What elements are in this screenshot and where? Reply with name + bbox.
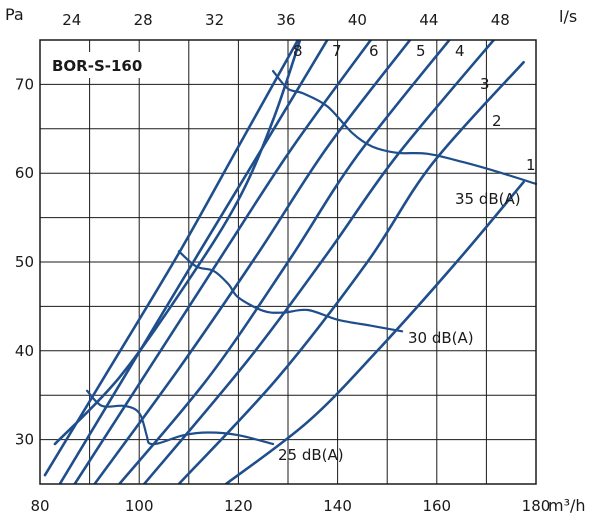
plot-frame bbox=[39, 39, 537, 485]
x-top-tick-label: 40 bbox=[348, 11, 367, 29]
x-tick-label: 120 bbox=[224, 497, 253, 515]
x-top-unit-label: l/s bbox=[559, 7, 577, 26]
x-top-tick-label: 24 bbox=[62, 11, 81, 29]
y-tick-label: 40 bbox=[15, 342, 34, 360]
curve-number-label: 1 bbox=[526, 156, 536, 174]
db-annotation: 25 dB(A) bbox=[278, 446, 344, 464]
y-tick-label: 50 bbox=[15, 253, 34, 271]
curve-number-label: 7 bbox=[332, 42, 342, 60]
curve-layer bbox=[43, 40, 525, 484]
curve-number-label: 2 bbox=[492, 112, 502, 130]
curve-3 bbox=[142, 40, 496, 484]
curve-number-label: 8 bbox=[293, 42, 303, 60]
curve-8 bbox=[43, 40, 300, 477]
y-unit-label: Pa bbox=[5, 5, 24, 24]
chart-title: BOR-S-160 bbox=[52, 57, 142, 75]
y-tick-label: 60 bbox=[15, 164, 34, 182]
x-tick-label: 80 bbox=[30, 497, 49, 515]
x-top-tick-label: 28 bbox=[134, 11, 153, 29]
noise-curve bbox=[272, 70, 538, 185]
curve-4 bbox=[118, 40, 452, 484]
db-annotation: 30 dB(A) bbox=[408, 329, 474, 347]
title-box bbox=[46, 52, 158, 78]
noise-layer bbox=[86, 70, 538, 446]
db-annotation: 35 dB(A) bbox=[455, 190, 521, 208]
curve-extra bbox=[53, 40, 302, 446]
curve-6 bbox=[73, 40, 373, 484]
x-tick-label: 160 bbox=[422, 497, 451, 515]
x-top-tick-label: 32 bbox=[205, 11, 224, 29]
x-top-tick-label: 48 bbox=[491, 11, 510, 29]
x-tick-label: 180 bbox=[522, 497, 551, 515]
curve-2 bbox=[177, 60, 525, 484]
curve-number-label: 6 bbox=[369, 42, 379, 60]
curve-1 bbox=[224, 180, 525, 484]
x-bottom-unit-label: m³/h bbox=[548, 496, 586, 515]
curve-number-label: 4 bbox=[455, 42, 465, 60]
curve-5 bbox=[93, 40, 412, 484]
x-tick-label: 100 bbox=[125, 497, 154, 515]
curve-number-label: 3 bbox=[480, 75, 490, 93]
x-top-tick-label: 44 bbox=[419, 11, 438, 29]
y-tick-label: 30 bbox=[15, 431, 34, 449]
curve-number-label: 5 bbox=[416, 42, 426, 60]
noise-curve bbox=[86, 389, 275, 446]
noise-curve bbox=[177, 250, 404, 333]
y-tick-label: 70 bbox=[15, 75, 34, 93]
x-tick-label: 140 bbox=[323, 497, 352, 515]
x-top-tick-label: 36 bbox=[276, 11, 295, 29]
